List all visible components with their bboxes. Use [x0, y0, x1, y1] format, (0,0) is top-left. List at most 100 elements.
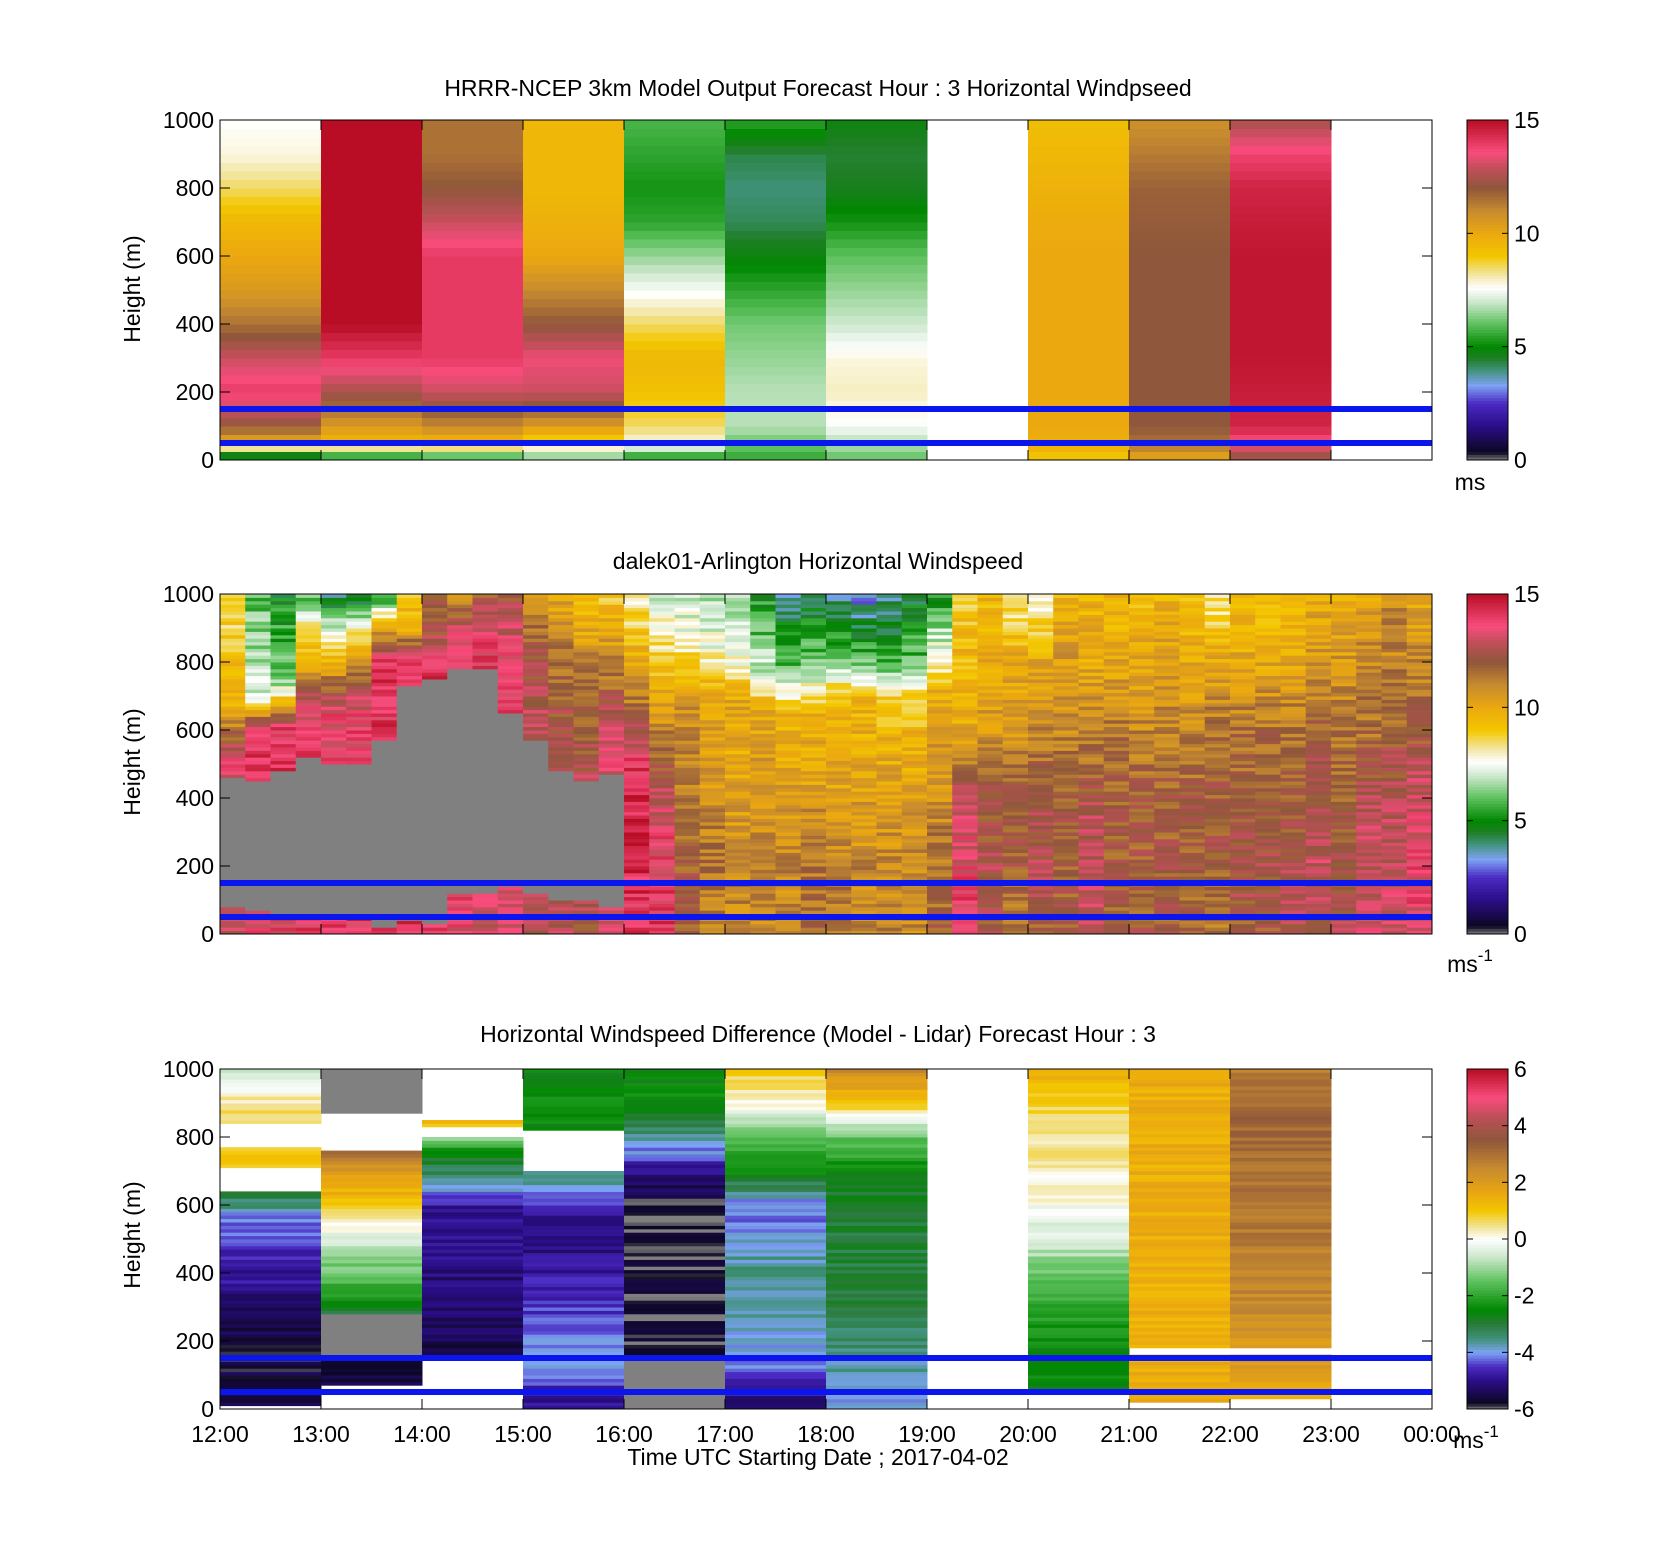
heatmap-cell: [952, 927, 978, 932]
heatmap-cell: [497, 767, 524, 772]
heatmap-cell: [1204, 692, 1231, 697]
heatmap-cell: [624, 222, 726, 231]
heatmap-cell: [1230, 614, 1256, 619]
heatmap-cell: [245, 645, 271, 649]
heatmap-cell: [699, 770, 726, 775]
heatmap-cell: [826, 828, 852, 833]
heatmap-cell: [624, 740, 650, 745]
heatmap-cell: [1204, 655, 1231, 660]
heatmap-cell: [826, 818, 852, 823]
heatmap-cell: [977, 927, 1004, 932]
heatmap-cell: [800, 594, 827, 598]
heatmap-cell: [270, 692, 297, 697]
heatmap-cell: [1129, 872, 1155, 877]
heatmap-cell: [1280, 631, 1307, 636]
heatmap-cell: [472, 600, 499, 605]
heatmap-cell: [422, 835, 448, 840]
heatmap-cell: [901, 906, 928, 911]
heatmap-cell: [497, 706, 524, 711]
heatmap-cell: [826, 730, 852, 734]
heatmap-cell: [422, 886, 448, 891]
heatmap-cell: [1280, 733, 1307, 738]
heatmap-cell: [927, 706, 953, 711]
heatmap-cell: [1154, 930, 1180, 935]
heatmap-cell: [598, 726, 625, 731]
heatmap-cell: [624, 409, 726, 418]
heatmap-cell: [1129, 196, 1231, 206]
heatmap-cell: [901, 753, 928, 758]
heatmap-cell: [624, 638, 650, 643]
heatmap-cell: [1028, 808, 1054, 813]
heatmap-cell: [1053, 682, 1079, 687]
heatmap-cell: [927, 798, 953, 802]
heatmap-cell: [422, 787, 448, 792]
heatmap-cell: [346, 617, 372, 622]
heatmap-cell: [598, 645, 625, 649]
heatmap-cell: [548, 719, 574, 724]
heatmap-cell: [927, 784, 953, 789]
heatmap-cell: [472, 747, 499, 751]
heatmap-cell: [220, 205, 322, 214]
heatmap-cell: [1103, 634, 1130, 639]
heatmap-cell: [901, 696, 928, 700]
heatmap-cell: [573, 628, 600, 632]
heatmap-cell: [523, 910, 549, 915]
heatmap-cell: [1230, 324, 1332, 333]
heatmap-cell: [927, 804, 953, 809]
colorbar-swatch: [1467, 193, 1508, 197]
heatmap-cell: [346, 889, 372, 894]
heatmap-cell: [725, 409, 827, 418]
heatmap-cell: [725, 137, 827, 146]
heatmap-cell: [1129, 835, 1155, 840]
heatmap-cell: [220, 866, 246, 870]
heatmap-cell: [699, 923, 726, 928]
heatmap-cell: [1103, 753, 1130, 758]
heatmap-cell: [1230, 205, 1332, 214]
heatmap-cell: [1230, 893, 1256, 898]
heatmap-cell: [1255, 859, 1281, 864]
heatmap-cell: [1053, 651, 1079, 656]
heatmap-cell: [497, 628, 524, 632]
heatmap-cell: [321, 662, 347, 666]
heatmap-cell: [927, 750, 953, 755]
heatmap-cell: [1053, 733, 1079, 738]
heatmap-cell: [371, 679, 398, 683]
heatmap-cell: [447, 716, 473, 721]
heatmap-cell: [548, 930, 574, 935]
heatmap-cell: [1204, 832, 1231, 836]
heatmap-cell: [800, 638, 827, 643]
heatmap-cell: [725, 702, 751, 707]
heatmap-cell: [1078, 889, 1105, 894]
heatmap-cell: [371, 665, 398, 670]
heatmap-cell: [396, 696, 423, 700]
heatmap-cell: [396, 930, 423, 935]
heatmap-cell: [523, 205, 625, 214]
heatmap-cell: [624, 923, 650, 928]
heatmap-cell: [1103, 825, 1130, 830]
heatmap-cell: [725, 213, 827, 223]
heatmap-cell: [674, 658, 701, 663]
heatmap-cell: [1230, 777, 1256, 782]
heatmap-cell: [1305, 910, 1332, 915]
heatmap-cell: [927, 787, 953, 792]
heatmap-cell: [649, 794, 675, 799]
heatmap-cell: [826, 409, 928, 418]
heatmap-cell: [1230, 171, 1332, 180]
heatmap-cell: [295, 811, 322, 816]
heatmap-cell: [346, 719, 372, 724]
heatmap-cell: [1028, 730, 1054, 734]
heatmap-cell: [422, 230, 524, 240]
heatmap-cell: [497, 713, 524, 717]
heatmap-cell: [952, 764, 978, 768]
heatmap-cell: [1053, 628, 1079, 632]
heatmap-cell: [1129, 383, 1231, 393]
heatmap-cell: [220, 859, 246, 864]
heatmap-cell: [1002, 821, 1029, 826]
heatmap-cell: [1280, 723, 1307, 728]
heatmap-cell: [1129, 859, 1155, 864]
heatmap-cell: [295, 798, 322, 802]
heatmap-cell: [699, 842, 726, 847]
heatmap-cell: [699, 791, 726, 796]
heatmap-cell: [901, 825, 928, 830]
heatmap-cell: [1230, 750, 1256, 755]
